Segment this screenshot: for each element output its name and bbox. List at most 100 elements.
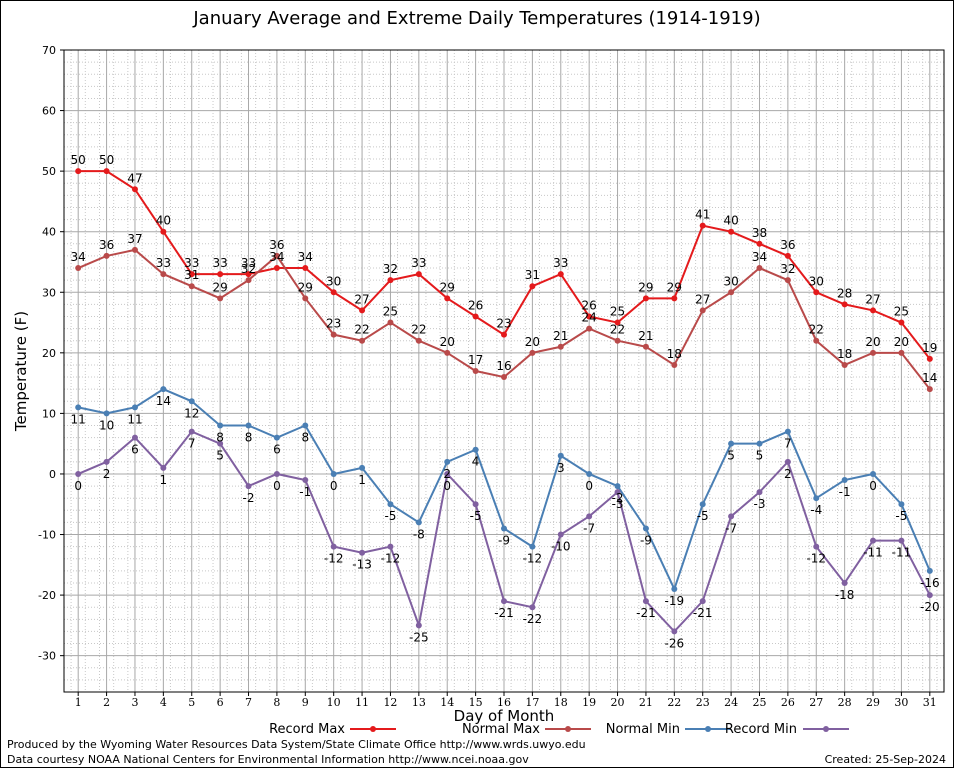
normal-max-data-label: 22: [610, 323, 625, 337]
normal-max-data-label: 36: [269, 238, 284, 252]
normal-max-point: [131, 246, 138, 253]
record-max-data-label: 33: [411, 256, 426, 270]
normal-min-data-label: -2: [612, 491, 624, 505]
record-max-point: [926, 355, 933, 362]
x-tick-label: 21: [639, 696, 653, 709]
record-min-point: [671, 628, 678, 635]
record-max-point: [756, 240, 763, 247]
record-max-point: [359, 307, 366, 314]
y-tick-label: -20: [38, 589, 56, 602]
legend: Record Max Normal Max Normal Min Record Min: [269, 722, 849, 737]
x-tick-label: 22: [667, 696, 681, 709]
normal-max-point: [614, 337, 621, 344]
normal-min-data-label: -1: [839, 485, 851, 499]
record-min-data-label: -22: [523, 612, 543, 626]
normal-min-point: [330, 470, 337, 477]
record-min-point: [529, 604, 536, 611]
record-min-point: [160, 464, 167, 471]
normal-min-data-label: -5: [384, 509, 396, 523]
normal-max-data-label: 36: [99, 238, 114, 252]
record-min-point: [813, 543, 820, 550]
record-max-data-label: 25: [894, 305, 909, 319]
legend-label-normal-max: Normal Max: [462, 722, 540, 737]
normal-min-point: [217, 422, 224, 429]
normal-max-data-label: 20: [865, 335, 880, 349]
record-max-point: [444, 295, 451, 302]
normal-min-data-label: 2: [443, 467, 451, 481]
y-tick-label: 50: [42, 165, 56, 178]
normal-max-point: [302, 295, 309, 302]
record-min-data-label: -12: [324, 552, 344, 566]
normal-max-point: [188, 283, 195, 290]
record-min-data-label: -11: [863, 546, 883, 560]
normal-max-point: [642, 343, 649, 350]
record-max-data-label: 47: [127, 171, 142, 185]
normal-min-data-label: -8: [413, 527, 425, 541]
x-tick-label: 5: [188, 696, 195, 709]
normal-min-point: [728, 440, 735, 447]
x-tick-label: 20: [611, 696, 625, 709]
normal-min-data-label: 8: [216, 431, 224, 445]
record-max-data-label: 33: [212, 256, 227, 270]
normal-max-point: [841, 361, 848, 368]
x-tick-label: 18: [554, 696, 568, 709]
record-min-point: [302, 477, 309, 484]
normal-max-data-label: 29: [212, 280, 227, 294]
record-max-point: [472, 313, 479, 320]
normal-min-data-label: -5: [697, 509, 709, 523]
record-max-data-label: 27: [354, 292, 369, 306]
y-tick-label: 70: [42, 44, 56, 57]
normal-min-data-label: 11: [71, 412, 86, 426]
record-max-point: [898, 319, 905, 326]
normal-max-data-label: 20: [894, 335, 909, 349]
normal-max-point: [217, 295, 224, 302]
normal-max-point: [813, 337, 820, 344]
record-min-point: [501, 598, 507, 605]
normal-max-data-label: 33: [156, 256, 171, 270]
record-max-point: [103, 168, 110, 175]
y-tick-label: 60: [42, 105, 56, 118]
normal-min-data-label: 0: [869, 479, 877, 493]
record-min-point: [728, 513, 735, 520]
record-min-data-label: -7: [583, 521, 595, 535]
normal-max-data-label: 22: [354, 323, 369, 337]
record-max-data-label: 34: [269, 250, 284, 264]
legend-marker-normal-min: [705, 726, 711, 732]
record-min-point: [444, 470, 451, 477]
record-max-point: [699, 222, 706, 229]
record-min-point: [841, 579, 848, 586]
record-max-point: [870, 307, 877, 314]
x-tick-label: 12: [383, 696, 397, 709]
record-max-data-label: 29: [667, 280, 682, 294]
normal-max-data-label: 32: [241, 262, 256, 276]
record-min-point: [557, 531, 564, 538]
normal-min-point: [926, 567, 933, 574]
normal-max-point: [444, 349, 451, 356]
normal-min-data-label: 10: [99, 418, 114, 432]
footer-produced-by: Produced by the Wyoming Water Resources …: [7, 738, 586, 751]
normal-max-data-label: 25: [383, 305, 398, 319]
normal-max-point: [557, 343, 564, 350]
record-max-data-label: 23: [496, 317, 511, 331]
record-min-point: [245, 483, 252, 490]
normal-max-point: [586, 325, 593, 332]
normal-max-data-label: 32: [780, 262, 795, 276]
normal-min-data-label: 11: [127, 412, 142, 426]
record-max-data-label: 50: [71, 153, 86, 167]
record-max-data-label: 33: [553, 256, 568, 270]
normal-max-point: [728, 289, 735, 296]
x-tick-label: 26: [781, 696, 795, 709]
normal-min-point: [557, 452, 564, 459]
y-tick-label: 10: [42, 407, 56, 420]
normal-max-data-label: 18: [837, 347, 852, 361]
record-min-point: [273, 470, 280, 477]
normal-max-point: [103, 252, 110, 259]
x-tick-label: 16: [497, 696, 511, 709]
normal-min-point: [103, 410, 110, 417]
normal-min-point: [273, 434, 280, 441]
record-max-point: [671, 295, 678, 302]
normal-max-point: [870, 349, 877, 356]
normal-min-data-label: 3: [557, 461, 565, 475]
normal-min-point: [586, 470, 593, 477]
